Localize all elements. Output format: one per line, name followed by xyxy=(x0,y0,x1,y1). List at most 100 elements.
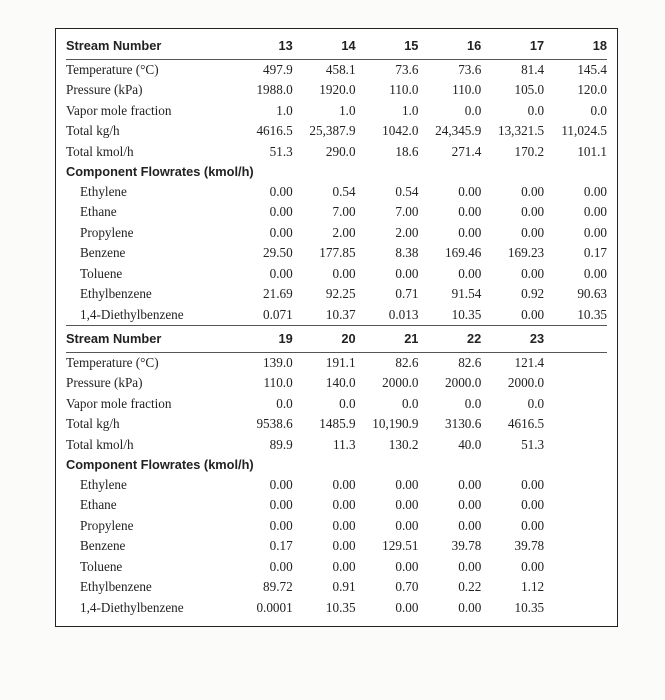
cell: 497.9 xyxy=(231,59,293,80)
cell: 0.54 xyxy=(293,182,356,202)
cell: 11.3 xyxy=(293,435,356,455)
cell: 0.70 xyxy=(356,577,419,597)
cell: 0.00 xyxy=(481,516,544,536)
row-label: Ethylbenzene xyxy=(66,577,231,597)
cell: 271.4 xyxy=(418,142,481,162)
header-stream: 21 xyxy=(356,326,419,353)
cell: 0.92 xyxy=(481,284,544,304)
table-row: Benzene 29.50 177.85 8.38 169.46 169.23 … xyxy=(66,243,607,263)
table-row: Temperature (°C) 139.0 191.1 82.6 82.6 1… xyxy=(66,352,607,373)
row-label: Temperature (°C) xyxy=(66,352,231,373)
page: Stream Number 13 14 15 16 17 18 Temperat… xyxy=(0,0,665,700)
row-label: Pressure (kPa) xyxy=(66,373,231,393)
row-label: Temperature (°C) xyxy=(66,59,231,80)
cell: 0.013 xyxy=(356,305,419,326)
cell: 0.0 xyxy=(418,394,481,414)
cell: 51.3 xyxy=(481,435,544,455)
cell: 110.0 xyxy=(356,80,419,100)
cell: 0.00 xyxy=(356,598,419,618)
table-section-row: Component Flowrates (kmol/h) xyxy=(66,455,607,475)
cell: 0.00 xyxy=(293,495,356,515)
cell: 10,190.9 xyxy=(356,414,419,434)
cell: 73.6 xyxy=(418,59,481,80)
table-row: Total kmol/h 51.3 290.0 18.6 271.4 170.2… xyxy=(66,142,607,162)
cell: 8.38 xyxy=(356,243,419,263)
header-stream: 15 xyxy=(356,33,419,59)
cell: 0.00 xyxy=(481,305,544,326)
header-stream: 16 xyxy=(418,33,481,59)
header-stream: 22 xyxy=(418,326,481,353)
cell: 101.1 xyxy=(544,142,607,162)
table-row: 1,4-Diethylbenzene 0.0001 10.35 0.00 0.0… xyxy=(66,598,607,618)
cell: 0.00 xyxy=(293,536,356,556)
section-label: Component Flowrates (kmol/h) xyxy=(66,162,607,182)
stream-table: Stream Number 13 14 15 16 17 18 Temperat… xyxy=(66,33,607,618)
table-row: Ethylbenzene 21.69 92.25 0.71 91.54 0.92… xyxy=(66,284,607,304)
cell: 0.00 xyxy=(481,182,544,202)
row-label: Ethane xyxy=(66,495,231,515)
cell: 0.00 xyxy=(418,495,481,515)
header-stream: 18 xyxy=(544,33,607,59)
cell: 110.0 xyxy=(418,80,481,100)
row-label: Toluene xyxy=(66,557,231,577)
row-label: Ethylene xyxy=(66,475,231,495)
row-label: Pressure (kPa) xyxy=(66,80,231,100)
table-section-row: Component Flowrates (kmol/h) xyxy=(66,162,607,182)
cell: 1.12 xyxy=(481,577,544,597)
table-row: Pressure (kPa) 110.0 140.0 2000.0 2000.0… xyxy=(66,373,607,393)
cell: 458.1 xyxy=(293,59,356,80)
cell: 0.00 xyxy=(231,202,293,222)
cell: 7.00 xyxy=(293,202,356,222)
cell: 90.63 xyxy=(544,284,607,304)
cell: 82.6 xyxy=(418,352,481,373)
cell: 10.35 xyxy=(293,598,356,618)
cell: 177.85 xyxy=(293,243,356,263)
table-row: Toluene 0.00 0.00 0.00 0.00 0.00 xyxy=(66,557,607,577)
row-label: Vapor mole fraction xyxy=(66,394,231,414)
cell: 0.00 xyxy=(418,516,481,536)
cell: 0.00 xyxy=(481,475,544,495)
cell: 0.0001 xyxy=(231,598,293,618)
cell: 18.6 xyxy=(356,142,419,162)
cell: 0.00 xyxy=(231,516,293,536)
table-row: Ethane 0.00 0.00 0.00 0.00 0.00 xyxy=(66,495,607,515)
row-label: Ethane xyxy=(66,202,231,222)
table-header-row: Stream Number 13 14 15 16 17 18 xyxy=(66,33,607,59)
cell: 0.00 xyxy=(418,182,481,202)
cell: 0.00 xyxy=(356,495,419,515)
header-stream-number: Stream Number xyxy=(66,326,231,353)
table-row: Ethylbenzene 89.72 0.91 0.70 0.22 1.12 xyxy=(66,577,607,597)
cell: 40.0 xyxy=(418,435,481,455)
cell: 2000.0 xyxy=(356,373,419,393)
cell: 0.54 xyxy=(356,182,419,202)
table-row: Temperature (°C) 497.9 458.1 73.6 73.6 8… xyxy=(66,59,607,80)
cell: 82.6 xyxy=(356,352,419,373)
header-stream: 23 xyxy=(481,326,544,353)
cell: 24,345.9 xyxy=(418,121,481,141)
row-label: Total kg/h xyxy=(66,414,231,434)
cell: 0.00 xyxy=(481,202,544,222)
cell: 2000.0 xyxy=(481,373,544,393)
cell: 0.00 xyxy=(231,182,293,202)
cell: 0.00 xyxy=(418,557,481,577)
table-row: Ethylene 0.00 0.00 0.00 0.00 0.00 xyxy=(66,475,607,495)
row-label: Total kmol/h xyxy=(66,435,231,455)
header-stream: 17 xyxy=(481,33,544,59)
cell: 0.00 xyxy=(481,223,544,243)
table-row: 1,4-Diethylbenzene 0.071 10.37 0.013 10.… xyxy=(66,305,607,326)
cell: 0.00 xyxy=(293,516,356,536)
cell: 0.00 xyxy=(356,264,419,284)
cell: 0.0 xyxy=(481,101,544,121)
cell: 191.1 xyxy=(293,352,356,373)
cell: 0.91 xyxy=(293,577,356,597)
cell: 169.23 xyxy=(481,243,544,263)
table-header-row: Stream Number 19 20 21 22 23 xyxy=(66,326,607,353)
cell: 10.35 xyxy=(481,598,544,618)
cell: 91.54 xyxy=(418,284,481,304)
cell: 0.00 xyxy=(231,264,293,284)
cell: 1.0 xyxy=(356,101,419,121)
cell: 140.0 xyxy=(293,373,356,393)
cell: 13,321.5 xyxy=(481,121,544,141)
cell: 1.0 xyxy=(293,101,356,121)
row-label: Vapor mole fraction xyxy=(66,101,231,121)
